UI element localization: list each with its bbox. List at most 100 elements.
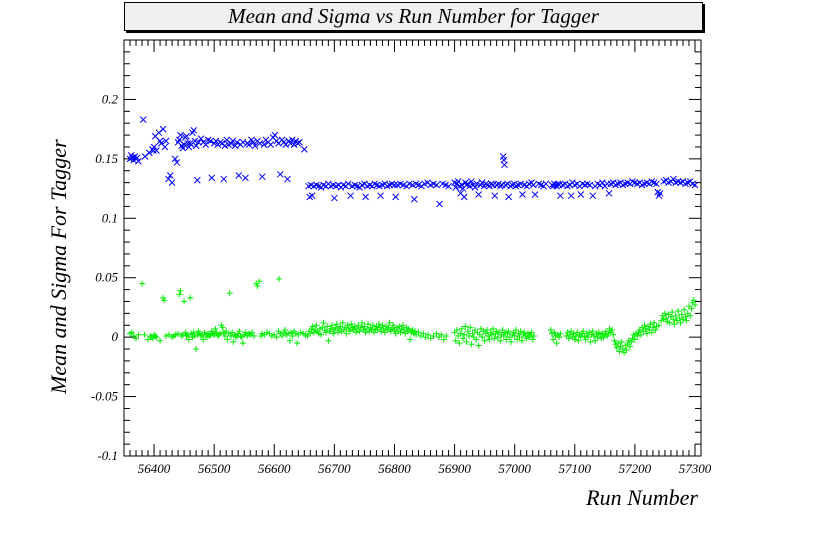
data-point — [553, 340, 560, 347]
data-point — [294, 340, 301, 347]
data-point — [475, 342, 482, 349]
data-point — [458, 325, 465, 332]
data-point — [212, 137, 220, 145]
data-point — [430, 332, 437, 339]
data-point — [669, 309, 676, 316]
data-point — [547, 327, 554, 334]
data-point — [307, 330, 314, 337]
data-point — [290, 141, 298, 148]
data-point — [616, 348, 623, 355]
data-point — [208, 174, 216, 182]
data-point — [453, 327, 460, 334]
data-point — [133, 335, 140, 342]
data-point — [229, 137, 237, 145]
chart-title: Mean and Sigma vs Run Number for Tagger — [228, 4, 599, 28]
data-point — [232, 334, 239, 341]
data-point — [242, 329, 249, 336]
data-point — [473, 336, 480, 343]
data-point — [133, 154, 141, 162]
data-point — [618, 338, 625, 345]
data-point — [491, 192, 499, 200]
data-point — [202, 141, 210, 148]
data-point — [678, 311, 685, 318]
data-point — [565, 335, 572, 342]
data-point — [327, 325, 334, 332]
chart-title-box: Mean and Sigma vs Run Number for Tagger — [124, 2, 703, 31]
y-tick-label: 0.15 — [95, 151, 118, 166]
data-point — [153, 147, 160, 154]
data-point — [359, 319, 366, 326]
data-point — [488, 331, 495, 338]
data-point — [456, 340, 463, 347]
data-point — [284, 175, 291, 183]
data-point — [177, 287, 184, 294]
data-point — [517, 328, 524, 335]
data-point — [230, 338, 237, 345]
data-point — [415, 329, 422, 336]
data-point — [233, 138, 241, 146]
data-point — [242, 174, 249, 182]
data-point — [287, 140, 294, 147]
data-point — [212, 325, 219, 332]
data-point — [586, 181, 594, 189]
data-point — [163, 332, 170, 339]
data-point — [438, 331, 445, 338]
data-point — [135, 331, 142, 338]
data-point — [308, 192, 316, 200]
data-point — [459, 335, 466, 342]
data-point — [300, 145, 308, 153]
data-point — [159, 125, 167, 133]
data-point — [681, 306, 688, 313]
x-tick-label: 57100 — [559, 461, 592, 476]
data-point — [333, 321, 340, 328]
data-point — [276, 170, 284, 178]
data-point — [231, 142, 239, 150]
data-point — [410, 195, 418, 203]
data-point — [460, 193, 468, 201]
data-point — [669, 175, 677, 183]
x-tick-label: 56500 — [198, 461, 231, 476]
data-point — [468, 341, 475, 348]
data-point — [491, 335, 498, 342]
data-point — [691, 181, 699, 189]
data-point — [440, 336, 447, 343]
data-point — [356, 328, 363, 335]
data-point — [409, 181, 416, 189]
data-point — [224, 336, 231, 343]
data-point — [250, 332, 257, 339]
data-point — [500, 332, 507, 339]
x-tick-label: 57000 — [498, 461, 531, 476]
data-point — [511, 332, 518, 339]
data-point — [619, 346, 626, 353]
data-point — [512, 327, 519, 334]
data-point — [466, 182, 473, 190]
data-point — [623, 347, 630, 354]
data-point — [528, 329, 535, 336]
data-point — [217, 330, 224, 337]
data-point — [195, 138, 202, 146]
data-point — [344, 322, 351, 329]
data-point — [589, 328, 596, 335]
x-tick-label: 57300 — [679, 461, 712, 476]
data-point — [152, 332, 159, 339]
data-point — [343, 330, 350, 337]
data-point — [369, 322, 376, 329]
data-point — [330, 330, 337, 337]
data-point — [589, 192, 597, 200]
data-point — [347, 192, 354, 200]
data-point — [276, 275, 283, 282]
data-point — [463, 338, 470, 345]
data-point — [254, 283, 261, 290]
data-point — [379, 322, 386, 329]
data-point — [505, 193, 513, 201]
data-point — [173, 159, 181, 166]
data-point — [391, 181, 398, 189]
data-point — [256, 278, 263, 285]
data-point — [411, 328, 418, 335]
data-point — [240, 340, 247, 347]
data-point — [643, 330, 650, 337]
data-point — [176, 291, 183, 298]
data-point — [171, 155, 179, 163]
data-point — [556, 334, 563, 341]
